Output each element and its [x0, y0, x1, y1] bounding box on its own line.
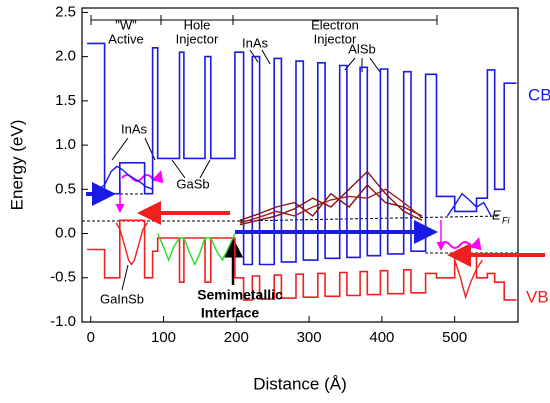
series-line: [239, 170, 423, 226]
series-line: [87, 42, 517, 266]
annotation: Fi: [502, 215, 510, 225]
cb-label: CB: [528, 85, 550, 104]
series-line: [87, 219, 517, 301]
y-tick-label: 1.0: [55, 136, 76, 153]
series-line: [239, 188, 423, 224]
annotation: GaInSb: [100, 291, 144, 306]
y-tick-label: 2.0: [55, 48, 76, 65]
region-brackets: [90, 15, 438, 25]
annotation: Active: [108, 31, 143, 46]
series-line: [157, 233, 236, 267]
series-line: [454, 259, 483, 300]
fermi-level: [239, 215, 501, 222]
series-line: [446, 192, 492, 217]
annotation: AlSb: [348, 41, 375, 56]
series-line: [97, 165, 153, 190]
annotation: Injector: [314, 31, 357, 46]
series-line: [115, 222, 149, 266]
annotation: Semimetallic: [197, 287, 283, 303]
annotation: "W": [115, 17, 137, 32]
x-tick-label: 400: [369, 329, 394, 346]
series-line: [239, 183, 423, 221]
y-tick-label: 0.5: [55, 180, 76, 197]
y-tick-label: -0.5: [50, 269, 76, 286]
annotation: GaSb: [176, 176, 209, 191]
annotation: Hole: [184, 17, 211, 32]
x-tick-label: 500: [442, 329, 467, 346]
y-tick-label: -1.0: [50, 313, 76, 330]
frame: [81, 7, 519, 323]
annotation: Interface: [201, 305, 260, 321]
annotation: E: [492, 207, 501, 222]
y-tick-label: 0.0: [55, 225, 76, 242]
x-tick-label: 300: [297, 329, 322, 346]
y-tick-label: 2.5: [55, 3, 76, 20]
x-tick-label: 200: [224, 329, 249, 346]
vb-label: VB: [526, 287, 549, 306]
annotation: Injector: [176, 31, 219, 46]
x-tick-label: 100: [151, 329, 176, 346]
annotation: Electron: [311, 17, 359, 32]
photon: [439, 237, 482, 251]
y-axis-label: Energy (eV): [7, 120, 26, 211]
y-tick-label: 1.5: [55, 92, 76, 109]
x-tick-label: 0: [87, 329, 95, 346]
layout: [81, 7, 545, 323]
annotation: InAs: [121, 121, 148, 136]
annotation: InAs: [242, 35, 269, 50]
x-axis-label: Distance (Å): [253, 374, 347, 393]
